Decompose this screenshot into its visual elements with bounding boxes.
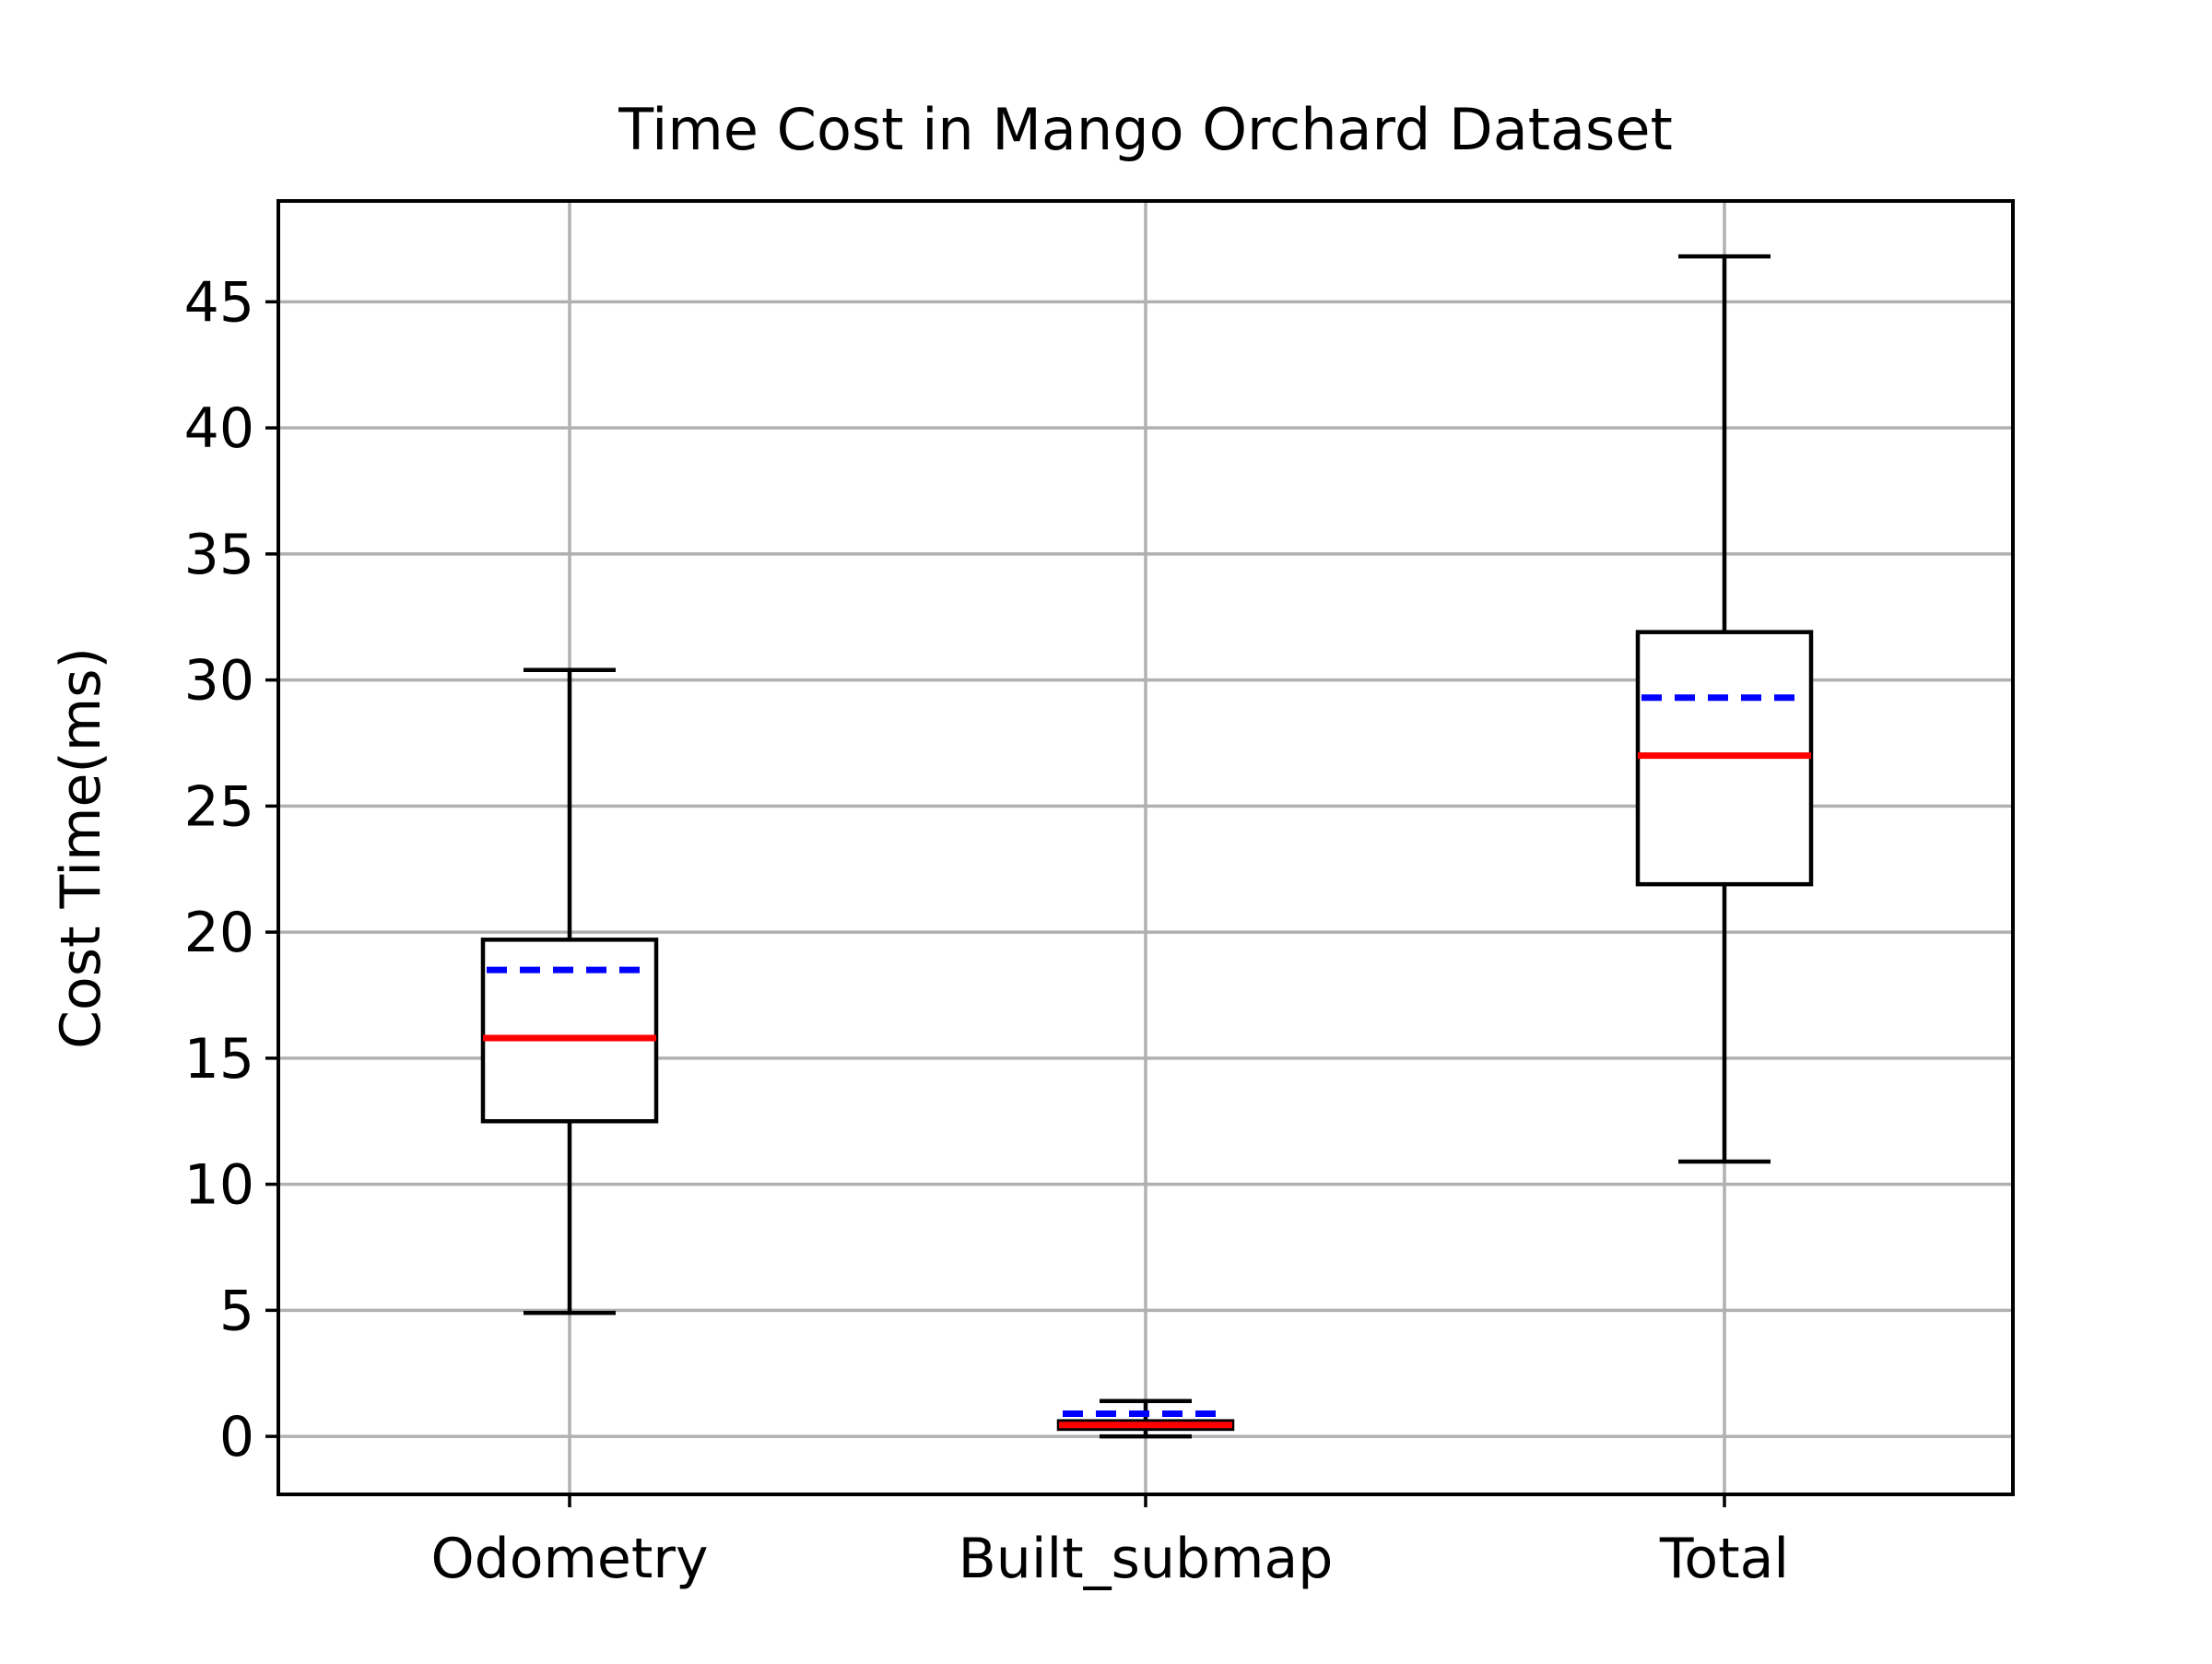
x-tick-label: Built_submap xyxy=(959,1527,1334,1591)
y-tick-label: 45 xyxy=(184,270,254,335)
y-tick-label: 15 xyxy=(184,1027,254,1092)
box-group-built-submap xyxy=(1056,1398,1235,1439)
y-tick-label: 10 xyxy=(184,1153,254,1218)
box-group-total xyxy=(1635,254,1814,1164)
y-tick-label: 5 xyxy=(219,1279,254,1343)
y-axis-label: Cost Time(ms) xyxy=(49,647,113,1049)
tick-layer: 0 5 10 15 20 25 30 35 40 45 Odometry Built_submap To… xyxy=(184,270,1789,1591)
y-tick-label: 25 xyxy=(184,774,254,839)
y-tick-label: 20 xyxy=(184,901,254,965)
chart-title: Time Cost in Mango Orchard Dataset xyxy=(618,96,1673,163)
y-tick-label: 30 xyxy=(184,649,254,714)
x-tick-label: Total xyxy=(1659,1527,1789,1591)
x-tick-label: Odometry xyxy=(430,1527,708,1591)
y-tick-label: 35 xyxy=(184,523,254,587)
box-layer xyxy=(480,254,1814,1439)
y-tick-label: 40 xyxy=(184,396,254,461)
y-tick-label: 0 xyxy=(219,1405,254,1469)
box-group-odometry xyxy=(480,667,659,1316)
